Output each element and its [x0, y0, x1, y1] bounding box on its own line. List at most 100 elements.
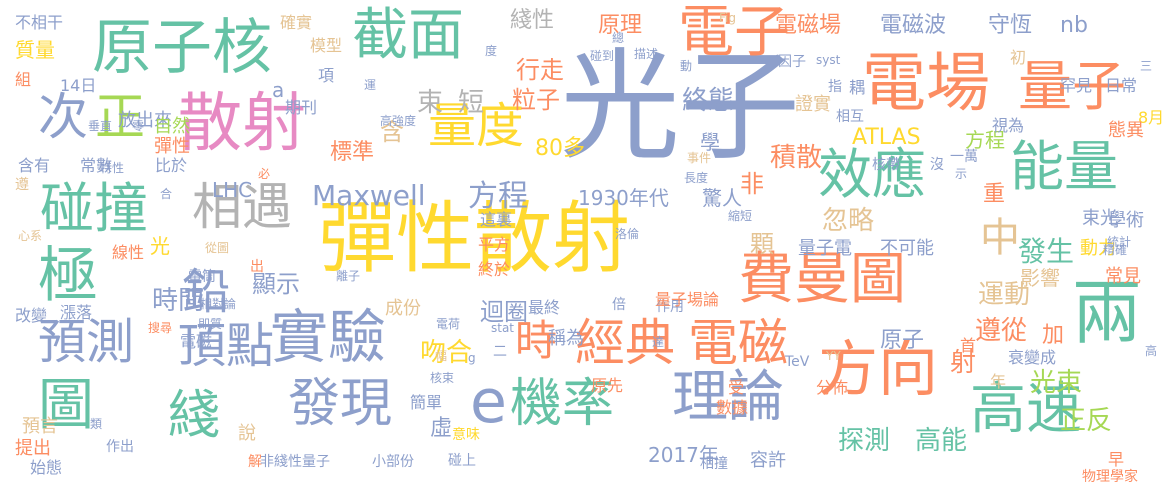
cloud-word: 合 [160, 187, 173, 201]
cloud-word: 驚人 [702, 186, 742, 210]
cloud-word: 束 [417, 88, 444, 118]
cloud-word: 光 [150, 234, 170, 258]
cloud-word: 量度 [428, 98, 525, 154]
cloud-word: 確實 [280, 13, 313, 32]
cloud-word: 說 [238, 423, 256, 444]
cloud-word: 高強度 [380, 114, 417, 128]
cloud-word: 不可能 [880, 238, 934, 259]
cloud-word: 綫 [168, 386, 221, 446]
cloud-word: 鉛 [182, 264, 231, 320]
cloud-word: 影響 [1020, 266, 1060, 290]
cloud-word: 常見 [1105, 266, 1141, 287]
cloud-word: 總 [612, 31, 625, 45]
cloud-word: 費曼圖 [738, 247, 906, 312]
cloud-word: 碰撞 [40, 177, 148, 240]
cloud-word: 衰變成 [1008, 348, 1057, 367]
cloud-word: 光束 [1030, 368, 1083, 398]
cloud-word: 迴圈 [480, 298, 528, 326]
cloud-word: 比於 [155, 156, 188, 175]
cloud-word: 質量 [15, 38, 55, 62]
cloud-word: 平方 [478, 235, 511, 254]
cloud-word: 數據 [716, 398, 749, 417]
cloud-word: 動 [680, 59, 693, 73]
cloud-word: 必 [258, 167, 271, 181]
cloud-word: TeV [785, 354, 810, 370]
cloud-word: 電荷 [436, 317, 461, 331]
cloud-word: 圖 [38, 373, 94, 438]
cloud-word: 早 [1108, 450, 1125, 469]
cloud-word: 預測 [38, 314, 135, 370]
cloud-word: 描述 [634, 47, 659, 61]
cloud-word: 短 [458, 88, 485, 118]
cloud-word: 原先 [591, 376, 624, 395]
cloud-word: 相對論 [200, 297, 237, 311]
cloud-word: 類 [90, 417, 103, 431]
cloud-word: 首 [960, 336, 977, 355]
cloud-word: 初 [1010, 48, 1027, 67]
cloud-word: 粒子 [512, 86, 560, 114]
cloud-word: 學術 [1108, 210, 1144, 231]
cloud-word: 解 [248, 454, 262, 470]
cloud-word: 精確 [1103, 243, 1128, 257]
cloud-word: 電磁場 [775, 13, 842, 38]
cloud-word: 發現 [288, 374, 393, 434]
cloud-word: 電子 [678, 0, 790, 65]
cloud-word: 原子 [880, 328, 925, 353]
cloud-word: 縮短 [728, 209, 753, 223]
cloud-word: 運動 [978, 280, 1031, 310]
cloud-word: 顯示 [252, 270, 300, 298]
cloud-word: 經典 [575, 314, 675, 372]
cloud-word: 顆 [750, 230, 774, 258]
cloud-word: 正反 [1060, 406, 1113, 436]
cloud-word: 8月 [1138, 108, 1165, 127]
cloud-word: 統計 [1107, 235, 1132, 249]
cloud-word: 指 [828, 79, 842, 95]
cloud-word: 量子電 [798, 238, 852, 259]
cloud-word: 2017年 [648, 443, 719, 467]
cloud-word: 吻合 [420, 338, 473, 368]
cloud-word: 束光 [1082, 208, 1118, 229]
cloud-word: a [272, 78, 285, 102]
cloud-word: 意味 [452, 427, 480, 443]
cloud-word: 行走 [516, 56, 564, 84]
cloud-word: 稱為 [548, 328, 584, 349]
cloud-word: 心系 [18, 229, 43, 243]
cloud-word: 碰上 [448, 453, 476, 469]
cloud-word: 遵 [15, 177, 29, 193]
cloud-word: 物理學家 [1082, 469, 1138, 482]
cloud-word: 1930年代 [578, 186, 669, 210]
cloud-word: 即質 [198, 317, 223, 331]
cloud-word: 正 [95, 88, 145, 146]
cloud-word: 守恆 [988, 13, 1033, 38]
cloud-word: g [468, 351, 476, 365]
cloud-word: 度 [485, 44, 498, 58]
cloud-word: 達 [652, 335, 665, 349]
cloud-word: e [470, 367, 507, 437]
cloud-word: 截面 [352, 3, 464, 68]
cloud-word: 自然 [154, 116, 190, 137]
cloud-word: 光子 [560, 38, 800, 177]
cloud-word: 忽略 [822, 206, 875, 236]
cloud-word: 事件 [687, 151, 712, 165]
cloud-word: 電場 [862, 47, 990, 121]
cloud-word: 視為 [992, 116, 1025, 135]
cloud-word: 高 [1145, 344, 1158, 358]
cloud-word: 終於 [478, 260, 511, 279]
cloud-word: 能量 [1010, 135, 1118, 198]
cloud-word: 80多 [535, 136, 585, 161]
cloud-word: 相互 [836, 109, 864, 125]
cloud-word: 垂直 [88, 119, 113, 133]
cloud-word: 小部份 [372, 454, 414, 470]
cloud-word: 終態 [682, 86, 735, 116]
cloud-word: 項 [318, 66, 335, 85]
cloud-word: LHC [212, 178, 253, 202]
cloud-word: 從圖 [205, 241, 230, 255]
cloud-word: 不相干 [15, 13, 64, 32]
cloud-word: 示 [955, 167, 968, 181]
cloud-word: 方程 [468, 179, 528, 214]
cloud-word: 幅 [435, 349, 448, 363]
cloud-word: 這裏 [480, 210, 513, 229]
cloud-word: 出 [250, 259, 264, 275]
cloud-word: 年 [990, 372, 1007, 391]
cloud-word: 常數 [80, 156, 113, 175]
